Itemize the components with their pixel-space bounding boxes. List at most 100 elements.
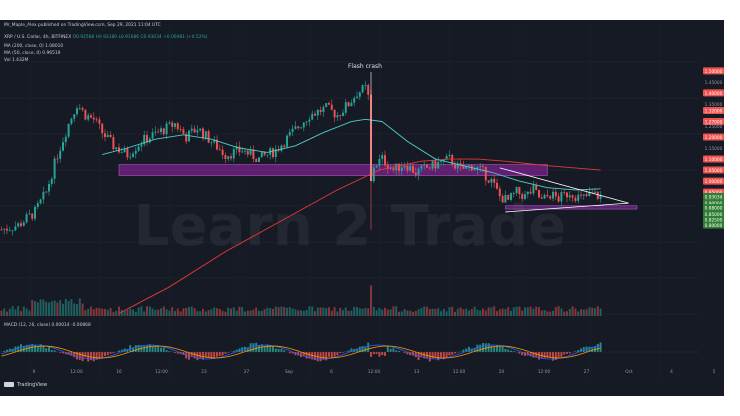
- macd-bar: [591, 347, 594, 352]
- volume-bar: [456, 308, 459, 316]
- volume-bar: [423, 306, 426, 316]
- volume-bar: [70, 299, 73, 316]
- volume-bar: [420, 307, 423, 316]
- macd-bar: [406, 352, 409, 355]
- candle-body: [515, 187, 518, 194]
- candle-body: [510, 193, 512, 200]
- macd-bar: [577, 349, 580, 352]
- macd-bar: [216, 352, 218, 357]
- volume-bar: [428, 308, 431, 316]
- volume-bar: [48, 302, 50, 316]
- volume-bar: [67, 301, 70, 316]
- macd-bar: [428, 352, 431, 362]
- volume-bar: [546, 311, 549, 316]
- volume-bar: [454, 311, 456, 316]
- candle-body: [202, 128, 204, 139]
- volume-bar: [302, 310, 305, 316]
- candle-body: [577, 194, 580, 201]
- candle-body: [204, 131, 207, 139]
- macd-bar: [101, 352, 104, 358]
- volume-bar: [182, 308, 185, 316]
- candle-body: [364, 85, 367, 86]
- macd-bar: [50, 350, 53, 352]
- macd-bar: [454, 352, 456, 354]
- candle-body: [490, 178, 493, 183]
- volume-bar: [356, 307, 358, 316]
- candle-body: [179, 129, 182, 130]
- volume-bar: [213, 307, 216, 316]
- time-tick-label: 12:00: [70, 369, 83, 375]
- volume-bar: [319, 307, 322, 316]
- candle-body: [420, 165, 423, 169]
- candle-body: [53, 158, 56, 179]
- macd-bar: [235, 349, 238, 352]
- volume-bar: [333, 307, 336, 316]
- volume-bar: [476, 309, 479, 316]
- volume-bar: [398, 311, 400, 316]
- flash-crash-label: Flash crash: [348, 63, 382, 70]
- price-label: 1.10000: [705, 157, 723, 163]
- candle-body: [588, 192, 591, 197]
- volume-bar: [325, 308, 328, 316]
- price-label-box: [703, 221, 724, 229]
- volume-bar: [417, 309, 420, 316]
- volume-bar: [277, 307, 280, 316]
- macd-bar: [277, 348, 280, 352]
- candle-body: [160, 128, 162, 132]
- time-tick-label: 27: [584, 369, 590, 375]
- volume-bar: [230, 308, 232, 316]
- macd-bar: [386, 345, 389, 352]
- macd-bar: [529, 352, 532, 357]
- candle-body: [392, 168, 395, 171]
- candle-body: [235, 146, 238, 150]
- volume-bar: [39, 299, 42, 316]
- volume-bar: [361, 308, 364, 316]
- macd-bar: [118, 350, 120, 352]
- volume-bar: [353, 306, 356, 316]
- volume-bar: [154, 309, 157, 316]
- candle-body: [210, 142, 213, 144]
- candle-body: [386, 165, 389, 169]
- candle-body: [115, 147, 118, 150]
- volume-bar: [224, 311, 227, 316]
- volume-bar: [406, 310, 409, 316]
- candle-body: [507, 194, 510, 200]
- candle-body: [174, 123, 176, 127]
- candle-body: [428, 167, 431, 169]
- price-label: 0.80000: [705, 223, 723, 229]
- candle-body: [196, 130, 199, 133]
- volume-bar: [409, 310, 412, 316]
- volume-bar: [482, 308, 484, 316]
- candle-body: [535, 185, 538, 190]
- price-label: 0.88000: [705, 206, 723, 212]
- macd-bar: [392, 348, 395, 352]
- candle-body: [132, 153, 134, 157]
- macd-bar: [518, 352, 521, 354]
- macd-bar: [246, 347, 249, 352]
- volume-bar: [123, 311, 126, 316]
- candle-body: [216, 139, 218, 150]
- candle-body: [20, 223, 22, 226]
- volume-bar: [255, 307, 258, 316]
- candle-body: [529, 191, 532, 194]
- volume-bar: [386, 309, 389, 316]
- volume-bar: [204, 311, 207, 316]
- price-label: 1.35000: [705, 102, 723, 108]
- volume-bar: [196, 311, 199, 316]
- candle-body: [521, 193, 524, 199]
- volume-bar: [336, 311, 339, 316]
- macd-bar: [490, 345, 493, 352]
- macd-bar: [462, 349, 465, 352]
- price-chart[interactable]: Learn 2 Trade Flash crash 1.50000 1.45000 1.…: [0, 20, 724, 396]
- volume-bar: [87, 308, 90, 316]
- volume-bar: [538, 307, 540, 316]
- volume-bar: [190, 306, 193, 316]
- volume-bar: [451, 306, 454, 316]
- macd-bar: [375, 352, 378, 354]
- candle-body: [546, 194, 549, 197]
- volume-bar: [552, 310, 554, 316]
- candle-body: [454, 164, 456, 169]
- price-label: 1.20000: [705, 135, 723, 141]
- volume-bar: [176, 308, 179, 316]
- candle-body: [280, 145, 283, 151]
